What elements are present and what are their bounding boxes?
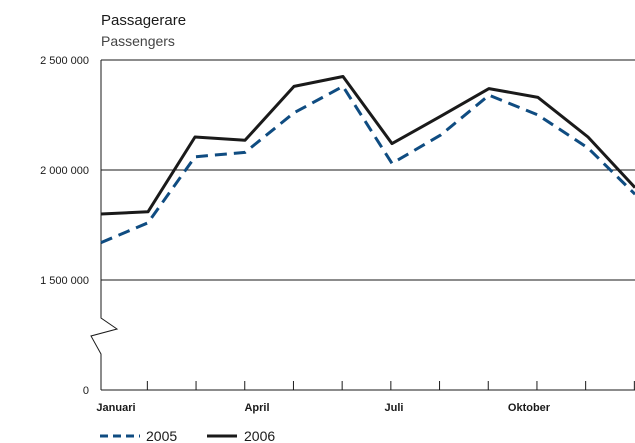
x-tick-label: Oktober [508, 402, 551, 414]
y-tick-label: 2 500 000 [40, 55, 89, 67]
x-tick-label: April [244, 402, 269, 414]
legend-label-2005: 2005 [146, 428, 177, 443]
y-axis-with-break [90, 60, 119, 390]
series-line-2005 [100, 84, 635, 244]
x-tick-label: Januari [96, 402, 135, 414]
y-tick-label: 1 500 000 [40, 275, 89, 287]
y-tick-label: 2 000 000 [40, 165, 89, 177]
x-tick-label: Juli [385, 402, 404, 414]
legend-label-2006: 2006 [244, 428, 275, 443]
chart-subtitle: Passengers [101, 33, 175, 49]
series-line-2006 [100, 75, 635, 216]
y-tick-label: 0 [83, 385, 89, 397]
chart-title: Passagerare [101, 12, 186, 29]
